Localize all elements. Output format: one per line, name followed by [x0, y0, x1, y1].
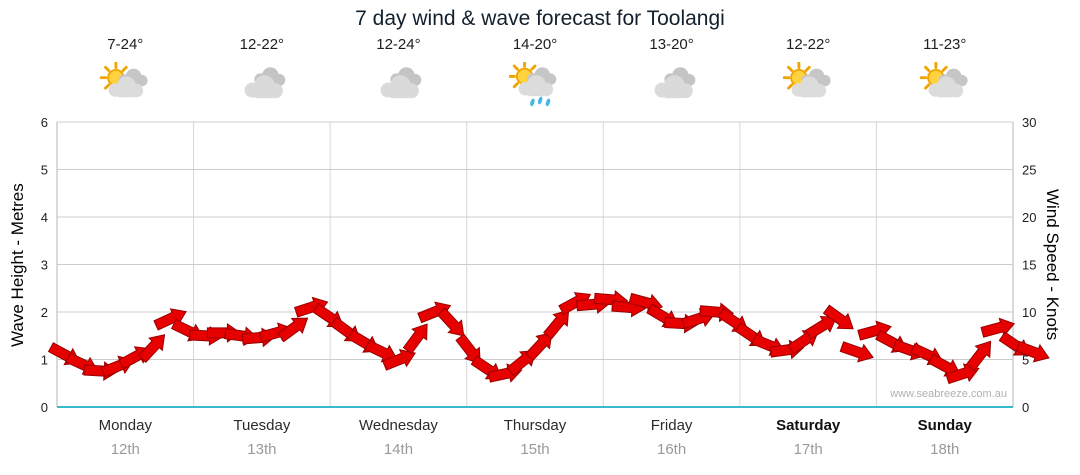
day-dates-row: 12th 13th 14th 15th 16th 17th 18th [57, 441, 1013, 458]
wind-arrow [436, 307, 465, 337]
clouds-icon [330, 62, 467, 112]
day-column: 12-22° [194, 36, 331, 112]
clouds-icon-svg [654, 67, 695, 99]
day-name-label: Wednesday [358, 417, 438, 434]
sun-cloud-rain-icon-svg [509, 62, 557, 107]
watermark: www.seabreeze.com.au [890, 388, 1007, 400]
wind-arrow [277, 317, 309, 343]
temp-range-label: 7-24° [107, 36, 144, 53]
wind-arrow [965, 340, 992, 372]
right-axis-label: Wind Speed - Knots [1043, 189, 1062, 341]
wind-arrow [1015, 340, 1050, 363]
wind-arrow [524, 332, 553, 362]
day-date-label: 13th [247, 441, 277, 458]
wind-arrow [839, 341, 874, 363]
cloud-shape [381, 75, 420, 99]
clouds-icon-svg [381, 67, 422, 99]
cloud-shape [791, 76, 827, 98]
day-column: 13-20° [603, 36, 740, 112]
day-date-label: 18th [930, 441, 960, 458]
day-name-label: Saturday [776, 417, 841, 434]
cloud-shape [518, 75, 554, 97]
wind-arrow [382, 348, 416, 371]
cloud-shape [244, 75, 283, 99]
day-name-label: Monday [98, 417, 152, 434]
day-name-label: Friday [650, 417, 693, 434]
sun-cloud-rain-icon [467, 62, 604, 112]
temp-range-label: 11-23° [923, 36, 967, 53]
wind-arrow [137, 334, 166, 364]
temp-range-label: 13-20° [649, 36, 694, 53]
day-column: 11-23° [876, 36, 1013, 112]
right-tick-label: 20 [1022, 210, 1036, 225]
day-date-label: 14th [383, 441, 414, 458]
right-tick-label: 25 [1022, 163, 1036, 178]
cloud-shape [654, 75, 693, 99]
wind-arrow [543, 309, 570, 340]
temp-range-label: 12-22° [785, 36, 831, 53]
temp-range-label: 12-24° [376, 36, 421, 53]
day-column: 12-24° [330, 36, 467, 112]
days-header: 7-24° 12-22° 12-24° 14-20° 13-20° 12-22° 11-23… [57, 36, 1013, 112]
wind-arrow [455, 333, 481, 365]
temp-range-label: 14-20° [512, 36, 558, 53]
day-name-label: Tuesday [233, 417, 291, 434]
wind-arrow [822, 304, 854, 330]
rain-drops [530, 96, 551, 107]
cloud-shape [108, 76, 144, 98]
day-date-label: 15th [520, 441, 550, 458]
sun-cloud-icon [740, 62, 877, 112]
sun-cloud-icon-svg [919, 62, 968, 98]
right-tick-label: 15 [1022, 258, 1036, 273]
clouds-icon [194, 62, 331, 112]
cloud-shape [928, 76, 963, 98]
day-name-label: Sunday [917, 417, 972, 434]
left-tick-label: 1 [41, 353, 48, 368]
wind-wave-chart: 0 1 2 3 4 5 6 0 5 10 15 20 25 30 [41, 115, 1050, 415]
left-tick-label: 4 [41, 210, 48, 225]
right-tick-label: 0 [1022, 400, 1029, 415]
right-tick-label: 10 [1022, 305, 1036, 320]
sun-cloud-icon-svg [100, 62, 148, 98]
left-tick-label: 6 [41, 115, 48, 130]
wind-arrow [402, 323, 428, 355]
page-title: 7 day wind & wave forecast for Toolangi [355, 7, 725, 30]
sun-cloud-icon [57, 62, 194, 112]
left-tick-label: 3 [41, 258, 48, 273]
wind-arrow [804, 315, 837, 340]
day-name-label: Thursday [503, 417, 567, 434]
sun-cloud-icon [876, 62, 1013, 112]
left-tick-label: 5 [41, 163, 48, 178]
day-names-row: Monday Tuesday Wednesday Thursday Friday Satu… [57, 417, 1013, 434]
clouds-icon [603, 62, 740, 112]
left-tick-label: 0 [41, 400, 48, 415]
temp-range-label: 12-22° [239, 36, 285, 53]
sun-cloud-icon-svg [782, 62, 831, 98]
day-column: 7-24° [57, 36, 194, 112]
wind-arrow [945, 363, 980, 385]
left-tick-label: 2 [41, 305, 48, 320]
day-column: 12-22° [740, 36, 877, 112]
right-tick-label: 5 [1022, 353, 1029, 368]
day-column: 14-20° [467, 36, 604, 112]
clouds-icon-svg [244, 67, 286, 99]
day-date-label: 17th [793, 441, 823, 458]
right-tick-label: 30 [1022, 115, 1036, 130]
day-date-label: 16th [657, 441, 687, 458]
day-date-label: 12th [110, 441, 140, 458]
